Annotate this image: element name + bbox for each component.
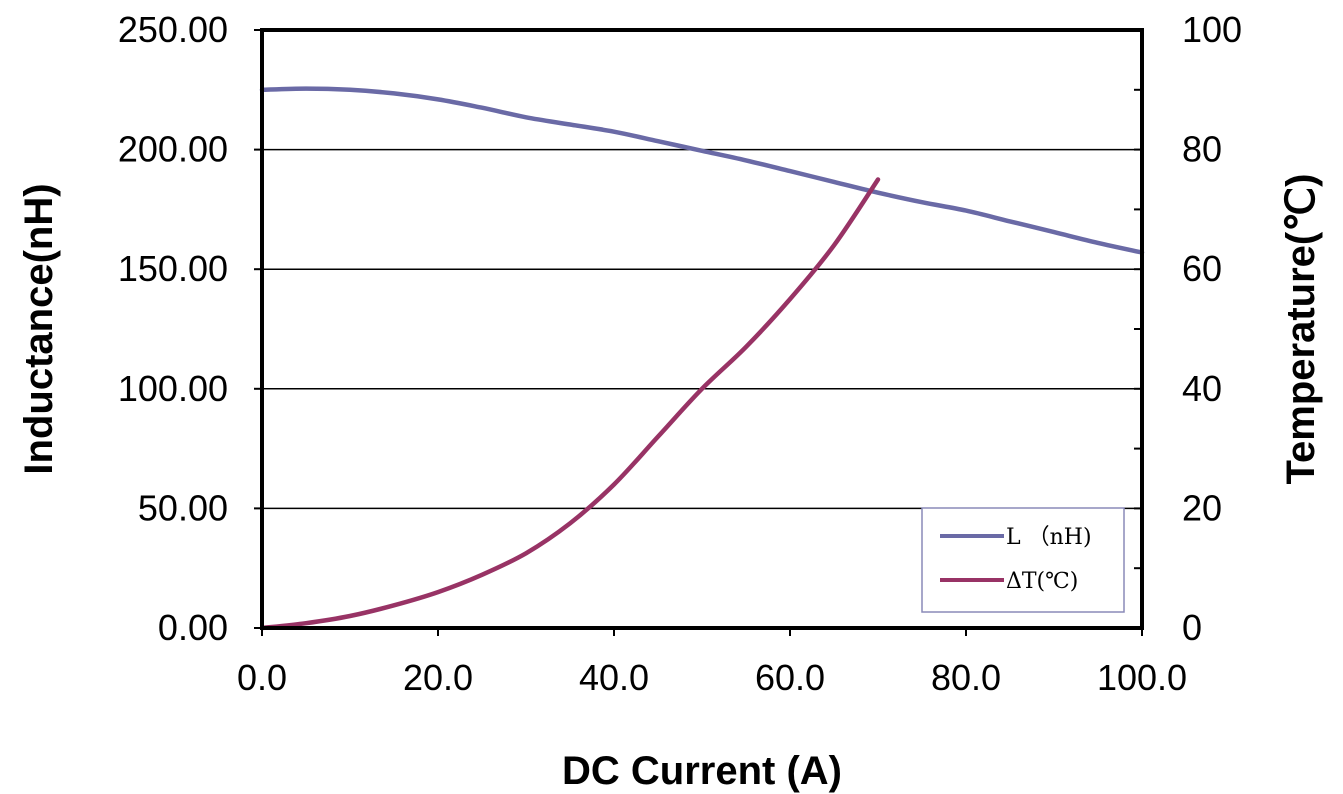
- series-lines: [259, 86, 1145, 631]
- y-axis-title: Inductance(nH): [17, 183, 61, 474]
- x-tick-label: 60.0: [755, 657, 825, 698]
- legend-label-inductance: L （nH): [1006, 525, 1092, 550]
- axis-ticks: 0.00 50.00 100.00 150.00 200.00 250.00 0 20 40 60…: [118, 9, 1242, 698]
- legend: L （nH) ΔT(℃): [921, 507, 1125, 613]
- series-line-inductance: [259, 86, 1145, 255]
- y2-tick-label: 60: [1182, 248, 1222, 289]
- y-tick-label: 50.00: [138, 487, 228, 528]
- series-line-temperature: [259, 177, 881, 631]
- y2-tick-label: 20: [1182, 487, 1222, 528]
- y2-axis-title: Temperature(℃): [1279, 174, 1323, 485]
- y2-tick-label: 0: [1182, 607, 1202, 648]
- x-axis-title: DC Current (A): [562, 749, 842, 793]
- legend-box: [921, 507, 1125, 613]
- y-tick-label: 0.00: [158, 607, 228, 648]
- y2-tick-label: 40: [1182, 368, 1222, 409]
- y2-tick-label: 100: [1182, 9, 1242, 50]
- x-tick-label: 0.0: [237, 657, 287, 698]
- x-tick-label: 20.0: [403, 657, 473, 698]
- y-tick-label: 150.00: [118, 248, 228, 289]
- x-tick-label: 80.0: [931, 657, 1001, 698]
- y-tick-label: 250.00: [118, 9, 228, 50]
- y-tick-label: 100.00: [118, 368, 228, 409]
- y2-tick-label: 80: [1182, 129, 1222, 170]
- legend-label-temperature: ΔT(℃): [1006, 569, 1078, 594]
- y-tick-label: 200.00: [118, 129, 228, 170]
- gridlines: [262, 148, 1142, 510]
- x-tick-label: 40.0: [579, 657, 649, 698]
- x-tick-label: 100.0: [1097, 657, 1187, 698]
